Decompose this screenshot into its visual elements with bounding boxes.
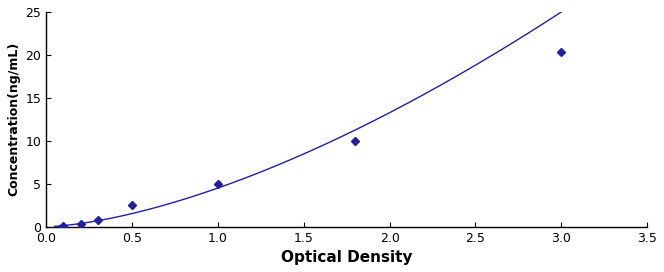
X-axis label: Optical Density: Optical Density: [281, 250, 412, 265]
Y-axis label: Concentration(ng/mL): Concentration(ng/mL): [7, 42, 20, 196]
